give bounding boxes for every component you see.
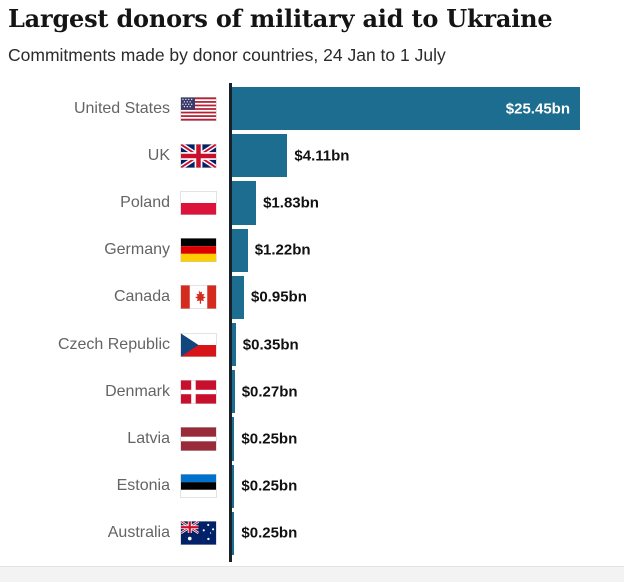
- chart-title: Largest donors of military aid to Ukrain…: [8, 4, 553, 33]
- value-label: $0.25bn: [241, 477, 298, 495]
- country-label: Estonia: [116, 477, 170, 495]
- table-row: United States $25.45bn: [0, 85, 624, 132]
- czech-flag-icon: [181, 333, 216, 357]
- germany-flag-icon: [181, 238, 216, 262]
- country-label: UK: [147, 146, 170, 164]
- table-row: Estonia $0.25bn: [0, 463, 624, 510]
- table-row: Poland $1.83bn: [0, 179, 624, 226]
- estonia-flag-icon: [181, 474, 216, 498]
- value-bar: $25.45bn: [231, 87, 580, 131]
- country-label: Latvia: [127, 429, 170, 447]
- bar-rows: United States $25.45bn UK $4.11bn Poland $1.8…: [0, 85, 624, 557]
- y-axis-line: [229, 83, 232, 562]
- us-flag-icon: [181, 97, 216, 121]
- value-label: $0.35bn: [242, 336, 299, 354]
- bar-area: $0.95bn: [231, 275, 624, 319]
- value-label: $1.83bn: [263, 194, 319, 212]
- country-label: United States: [73, 99, 170, 117]
- bar-chart: United States $25.45bn UK $4.11bn Poland $1.8…: [0, 83, 624, 562]
- bar-area: $4.11bn: [231, 134, 624, 178]
- value-label: $0.25bn: [241, 430, 298, 448]
- value-label: $0.25bn: [241, 524, 298, 542]
- poland-flag-icon: [181, 191, 216, 215]
- table-row: Germany $1.22bn: [0, 227, 624, 274]
- country-label: Germany: [104, 241, 170, 259]
- country-label: Australia: [107, 524, 170, 542]
- value-bar: [231, 464, 235, 508]
- chart-subtitle: Commitments made by donor countries, 24 …: [8, 45, 446, 65]
- bar-area: $0.25bn: [231, 511, 624, 555]
- bar-area: $0.27bn: [231, 370, 624, 414]
- value-bar: [231, 370, 235, 414]
- bar-area: $1.83bn: [231, 181, 624, 225]
- table-row: Australia $0.25bn: [0, 510, 624, 557]
- footer-strip: [0, 566, 624, 582]
- country-label: Poland: [120, 193, 170, 211]
- bar-area: $1.22bn: [231, 228, 624, 272]
- country-label: Canada: [113, 288, 170, 306]
- denmark-flag-icon: [181, 380, 216, 404]
- canada-flag-icon: [181, 285, 216, 309]
- value-bar: [231, 417, 235, 461]
- value-label: $0.27bn: [241, 383, 298, 401]
- value-label: $1.22bn: [254, 241, 311, 259]
- bar-area: $0.25bn: [231, 417, 624, 461]
- value-bar: [231, 322, 236, 367]
- value-bar: [231, 511, 235, 555]
- australia-flag-icon: [181, 521, 216, 545]
- country-label: Denmark: [105, 382, 170, 400]
- value-bar: [231, 275, 244, 319]
- value-label: $25.45bn: [505, 100, 570, 118]
- table-row: Latvia $0.25bn: [0, 415, 624, 462]
- bar-area: $0.35bn: [231, 322, 624, 367]
- uk-flag-icon: [181, 144, 216, 168]
- table-row: Denmark $0.27bn: [0, 368, 624, 415]
- value-label: $4.11bn: [294, 147, 350, 165]
- latvia-flag-icon: [181, 427, 216, 451]
- bar-area: $25.45bn: [231, 87, 624, 131]
- table-row: Czech Republic $0.35bn: [0, 321, 624, 368]
- bar-area: $0.25bn: [231, 464, 624, 508]
- value-label: $0.95bn: [251, 288, 307, 306]
- value-bar: [231, 228, 248, 272]
- value-bar: [231, 181, 257, 225]
- table-row: UK $4.11bn: [0, 132, 624, 179]
- table-row: Canada $0.95bn: [0, 274, 624, 321]
- country-label: Czech Republic: [57, 335, 170, 353]
- value-bar: [231, 134, 288, 178]
